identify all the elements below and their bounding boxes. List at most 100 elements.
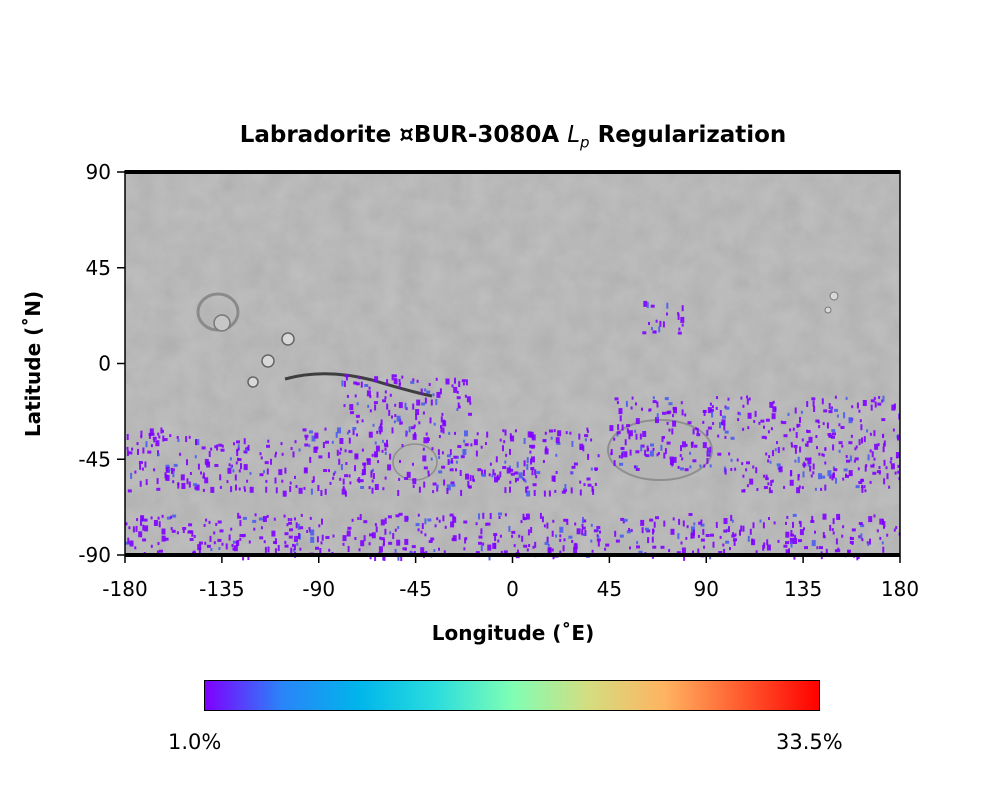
detection-pixel (278, 469, 283, 476)
detection-pixel (677, 312, 680, 316)
detection-pixel (318, 455, 323, 459)
detection-pixel (388, 541, 393, 545)
detection-pixel (769, 401, 774, 408)
detection-pixel (677, 313, 680, 320)
detection-pixel (384, 517, 387, 524)
detection-pixel (700, 538, 705, 542)
detection-pixel (336, 449, 339, 456)
detection-pixel (727, 397, 730, 401)
detection-pixel (682, 441, 686, 448)
detection-pixel (354, 394, 357, 398)
detection-pixel (416, 379, 419, 383)
detection-pixel (491, 474, 494, 478)
detection-pixel (691, 441, 693, 448)
detection-pixel (284, 532, 289, 536)
detection-pixel (457, 402, 460, 409)
detection-pixel (314, 432, 319, 439)
detection-pixel (791, 444, 793, 448)
detection-pixel (335, 431, 338, 438)
detection-pixel (827, 470, 832, 477)
detection-pixel (692, 459, 697, 463)
detection-pixel (555, 453, 558, 457)
detection-pixel (343, 404, 346, 408)
detection-pixel (749, 528, 752, 535)
detection-pixel (433, 549, 436, 553)
detection-pixel (181, 483, 186, 489)
detection-pixel (765, 474, 768, 478)
detection-pixel (482, 512, 485, 519)
title-prefix: Labradorite ¤BUR-3080A (239, 122, 568, 148)
detection-pixel (855, 485, 860, 489)
detection-pixel (195, 439, 197, 446)
detection-pixel (584, 434, 589, 438)
detection-pixel (555, 437, 560, 444)
detection-pixel (546, 536, 549, 543)
detection-pixel (129, 540, 134, 547)
detection-pixel (685, 536, 688, 540)
detection-pixel (571, 471, 574, 475)
detection-pixel (238, 487, 241, 491)
detection-pixel (396, 415, 401, 422)
detection-pixel (263, 540, 266, 544)
detection-pixel (440, 426, 443, 433)
detection-pixel (332, 534, 335, 538)
detection-pixel (831, 528, 834, 532)
detection-pixel (164, 537, 169, 541)
detection-pixel (483, 469, 486, 476)
detection-pixel (689, 465, 692, 469)
detection-pixel (652, 396, 655, 400)
detection-pixel (359, 514, 362, 520)
detection-pixel (415, 409, 420, 415)
detection-pixel (879, 536, 882, 540)
detection-pixel (294, 517, 296, 521)
detection-pixel (505, 453, 508, 457)
detection-pixel (150, 444, 153, 448)
detection-pixel (703, 464, 706, 468)
detection-pixel (160, 427, 163, 434)
detection-pixel (528, 544, 531, 547)
detection-pixel (642, 431, 647, 437)
detection-pixel (564, 484, 567, 490)
detection-pixel (132, 526, 135, 533)
detection-pixel (182, 530, 185, 533)
detection-pixel (793, 444, 798, 448)
detection-pixel (717, 434, 720, 438)
detection-pixel (172, 514, 177, 518)
colorbar (204, 680, 820, 711)
detection-pixel (148, 432, 151, 439)
detection-pixel (556, 442, 561, 445)
detection-pixel (792, 513, 797, 517)
detection-pixel (776, 441, 778, 445)
detection-pixel (229, 457, 232, 461)
detection-pixel (188, 481, 191, 488)
y-tick-label: -90 (78, 543, 111, 567)
detection-pixel (383, 539, 385, 546)
detection-pixel (391, 415, 393, 419)
detection-pixel (311, 480, 314, 484)
detection-pixel (435, 377, 438, 381)
volcano-olympus-caldera (213, 314, 231, 332)
detection-pixel (778, 466, 783, 473)
detection-pixel (821, 453, 824, 457)
detection-pixel (441, 465, 446, 469)
detection-pixel (581, 529, 584, 536)
detection-pixel (341, 380, 344, 387)
detection-pixel (723, 424, 726, 431)
detection-pixel (783, 485, 786, 489)
detection-pixel (237, 539, 240, 546)
x-tick-label: 180 (881, 577, 919, 601)
detection-pixel (707, 451, 710, 455)
detection-pixel (693, 522, 696, 526)
detection-pixel (232, 540, 237, 544)
detection-pixel (525, 513, 530, 520)
detection-pixel (511, 534, 514, 538)
detection-pixel (709, 464, 712, 468)
detection-pixel (522, 513, 525, 520)
detection-pixel (463, 439, 466, 443)
detection-pixel (626, 530, 631, 534)
x-tick-label: 135 (784, 577, 822, 601)
detection-pixel (384, 451, 387, 455)
detection-pixel (879, 518, 884, 525)
detection-pixel (153, 439, 156, 443)
detection-pixel (193, 535, 196, 538)
